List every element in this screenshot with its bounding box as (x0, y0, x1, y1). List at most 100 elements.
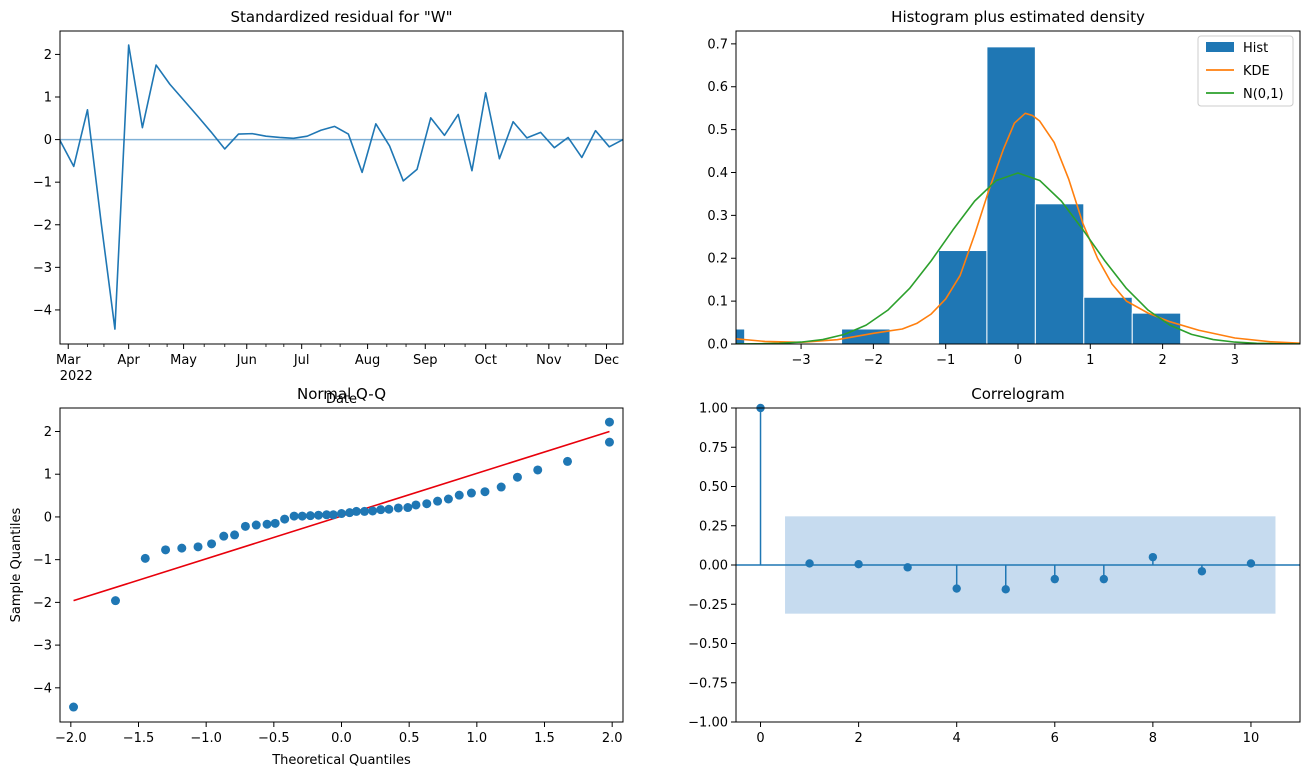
qq-point (604, 437, 614, 447)
qq-xtick-label: 0.5 (399, 731, 420, 746)
residual-point (580, 156, 583, 159)
residual-point (402, 179, 405, 182)
qq-point (193, 542, 203, 552)
legend-normal-label: N(0,1) (1243, 87, 1284, 102)
histogram-marks (736, 46, 1300, 344)
residual-point (223, 147, 226, 150)
qq-point (305, 511, 315, 521)
histogram-bar (986, 46, 1036, 344)
qq-point (297, 511, 307, 521)
qq-point (368, 506, 378, 516)
qq-xtick-label: −1.0 (190, 731, 222, 746)
correlogram-ytick-label: 0.00 (699, 559, 728, 574)
residual-ytick-label: 1 (44, 91, 52, 106)
qq-point (219, 531, 229, 541)
qq-point (230, 530, 240, 540)
qq-ytick-label: −4 (33, 681, 52, 696)
legend-hist-swatch (1206, 42, 1234, 52)
residual-axes-frame (59, 30, 624, 345)
residual-point (498, 157, 501, 160)
residual-ytick-label: −1 (33, 176, 52, 191)
residual-point (470, 169, 473, 172)
residual-point (567, 136, 570, 139)
correlogram-marks (736, 403, 1300, 614)
normal-density-line (736, 172, 1300, 344)
correlogram-panel: Correlogram 0 2 4 6 8 10 1.00 0.75 0.50 0.25 0.00… (688, 385, 1301, 746)
residual-title: Standardized residual for "W" (230, 8, 452, 26)
residual-point (72, 165, 75, 168)
histogram-ytick-label: 0.3 (707, 209, 728, 224)
correlogram-ytick-label: 1.00 (699, 402, 728, 417)
qq-point (411, 500, 421, 510)
histogram-xtick-label: 3 (1231, 353, 1239, 368)
histogram-bar (937, 250, 988, 344)
histogram-ytick-label: 0.4 (707, 166, 728, 181)
correlogram-marker (952, 584, 961, 593)
residual-xtick-label: Dec (594, 353, 619, 368)
correlogram-marker (1246, 559, 1256, 568)
residual-point (525, 136, 528, 139)
residual-point (251, 132, 254, 135)
histogram-title: Histogram plus estimated density (891, 8, 1145, 26)
qq-point (322, 510, 332, 520)
histogram-xtick-label: −3 (791, 353, 810, 368)
histogram-ytick-label: 0.2 (707, 252, 728, 267)
qq-xtick-label: 2.0 (602, 731, 623, 746)
histogram-xtick-label: −2 (864, 353, 883, 368)
residual-point (512, 120, 515, 123)
residual-point (553, 146, 556, 149)
residual-xtick-label: Sep (413, 353, 438, 368)
correlogram-title: Correlogram (971, 385, 1064, 403)
correlogram-ytick-label: −0.75 (688, 676, 728, 691)
qq-point (251, 520, 261, 530)
qq-point (177, 543, 187, 553)
residual-point (196, 114, 199, 117)
histogram-xtick-label: 0 (1014, 353, 1022, 368)
qq-point (563, 456, 573, 466)
qq-point (512, 472, 522, 482)
qq-point (480, 487, 490, 497)
correlogram-ytick-label: −0.25 (688, 598, 728, 613)
residual-point (155, 64, 158, 67)
qq-xtick-label: −1.5 (123, 731, 155, 746)
correlogram-ytick-label: −0.50 (688, 637, 728, 652)
residual-point (182, 98, 185, 101)
histogram-ytick-label: 0.5 (707, 123, 728, 138)
correlogram-xtick-label: 10 (1243, 731, 1260, 746)
residual-point (86, 108, 89, 111)
residual-ytick-label: 2 (44, 48, 52, 63)
qq-ylabel: Sample Quantiles (9, 507, 24, 622)
residual-ytick-label: −3 (33, 261, 52, 276)
qq-point (345, 508, 355, 518)
histogram-y-ticks: 0.0 0.1 0.2 0.3 0.4 0.5 0.6 0.7 (707, 37, 736, 353)
qq-point (69, 702, 79, 712)
residual-point (319, 129, 322, 132)
qq-point (207, 539, 217, 549)
qq-point (262, 519, 272, 529)
qq-ytick-label: 0 (44, 510, 52, 525)
qq-point (280, 514, 290, 524)
correlogram-marker (805, 559, 814, 568)
residual-xtick-year: 2022 (60, 369, 93, 384)
qq-point (496, 482, 506, 492)
residual-point (484, 91, 487, 94)
residual-point (210, 130, 213, 133)
qq-xtick-label: −0.5 (258, 731, 290, 746)
correlogram-marker (1050, 574, 1059, 584)
histogram-ytick-label: 0.7 (707, 37, 728, 52)
residual-ytick-label: −4 (33, 303, 52, 318)
legend-kde-label: KDE (1243, 64, 1270, 79)
legend-box (1197, 35, 1294, 107)
residual-point (457, 113, 460, 116)
histogram-bar (1131, 312, 1182, 344)
histogram-ytick-label: 0.6 (707, 80, 728, 95)
residual-point (347, 133, 350, 136)
qq-title: Normal Q-Q (297, 385, 386, 403)
residual-xtick-label: Oct (474, 353, 496, 368)
correlogram-marker (903, 563, 912, 572)
correlogram-x-ticks: 0 2 4 6 8 10 (756, 722, 1259, 746)
qq-point (313, 510, 323, 520)
correlogram-marker (1001, 585, 1010, 594)
correlogram-marker (1099, 574, 1109, 584)
